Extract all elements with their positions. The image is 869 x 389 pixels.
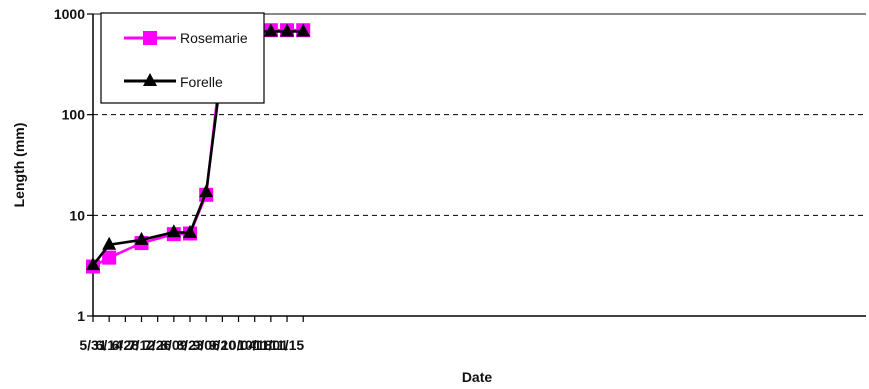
legend-marker-rosemarie bbox=[143, 31, 157, 45]
data-point-forelle bbox=[166, 224, 181, 238]
legend-box bbox=[100, 12, 265, 104]
legend: Rosemarie Forelle bbox=[100, 12, 265, 104]
x-tick-label: 5/31 bbox=[79, 337, 106, 353]
legend-label-forelle: Forelle bbox=[180, 74, 223, 90]
data-point-forelle bbox=[199, 184, 214, 198]
data-point-forelle bbox=[296, 23, 311, 37]
y-tick-label: 1 bbox=[77, 308, 85, 324]
x-tick-label: 7/26 bbox=[144, 337, 171, 353]
data-point-rosemarie bbox=[102, 250, 117, 265]
x-tick-label: 10/04 bbox=[221, 337, 256, 353]
x-tick-label: 9/20 bbox=[209, 337, 236, 353]
x-tick-label: 11/01 bbox=[254, 337, 288, 353]
x-tick-label: 8/23 bbox=[176, 337, 203, 353]
y-axis-title: Length (mm) bbox=[11, 123, 27, 208]
legend-label-rosemarie: Rosemarie bbox=[180, 30, 248, 46]
x-tick-labels: 5/316/146/287/127/268/098/239/069/2010/0… bbox=[79, 337, 304, 353]
data-point-forelle bbox=[134, 231, 149, 245]
data-point-forelle bbox=[280, 23, 295, 37]
x-tick-label: 11/15 bbox=[270, 337, 304, 353]
y-tick-label: 10 bbox=[69, 207, 85, 223]
data-point-forelle bbox=[263, 23, 278, 37]
y-tick-label: 1000 bbox=[54, 6, 85, 22]
data-point-forelle bbox=[86, 257, 100, 271]
x-tick-label: 7/12 bbox=[128, 337, 155, 353]
legend-entry-rosemarie: Rosemarie bbox=[124, 30, 248, 46]
x-tick-label: 8/09 bbox=[160, 337, 187, 353]
x-axis-title: Date bbox=[462, 369, 493, 385]
legend-marker-forelle bbox=[143, 73, 157, 86]
x-tick-label: 6/28 bbox=[112, 337, 139, 353]
x-tick-label: 10/18 bbox=[237, 337, 272, 353]
data-point-forelle bbox=[183, 224, 198, 238]
x-tick-label: 6/14 bbox=[96, 337, 123, 353]
x-tick-label: 9/06 bbox=[193, 337, 220, 353]
data-point-forelle bbox=[102, 236, 117, 250]
legend-entry-forelle: Forelle bbox=[124, 73, 223, 90]
y-tick-label: 100 bbox=[62, 107, 86, 123]
y-tick-labels: 1 10 100 1000 bbox=[54, 6, 85, 324]
